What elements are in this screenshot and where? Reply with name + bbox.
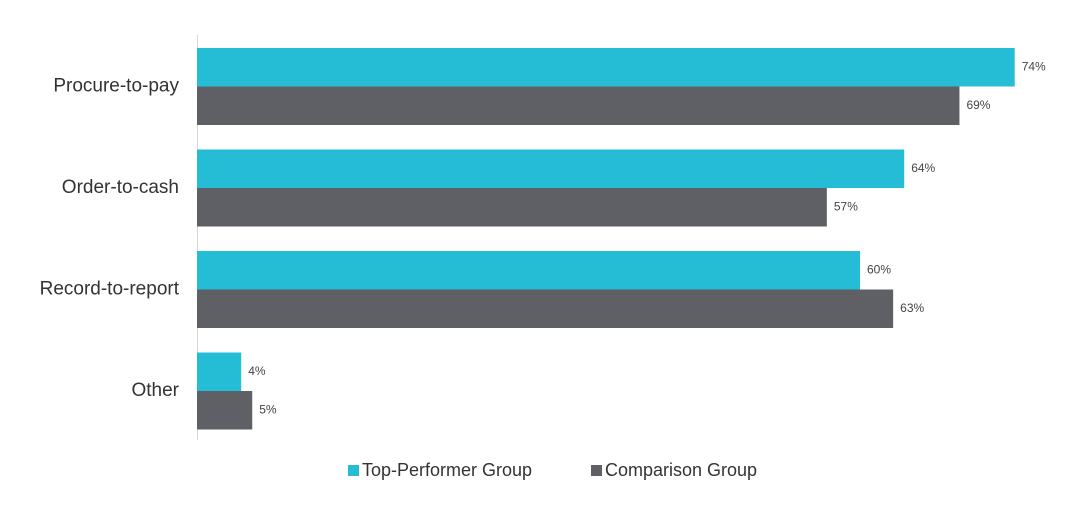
legend-swatch	[348, 465, 359, 476]
category-label: Procure-to-pay	[53, 76, 179, 97]
value-label: 57%	[834, 199, 858, 213]
bar	[197, 48, 1015, 87]
bar	[197, 86, 960, 125]
legend-label: Top-Performer Group	[362, 460, 532, 480]
bar	[197, 391, 253, 430]
value-label: 69%	[966, 98, 990, 112]
value-label: 60%	[867, 262, 891, 276]
bar	[197, 251, 860, 290]
category-label: Other	[131, 380, 179, 401]
bar	[197, 188, 827, 227]
value-label: 4%	[248, 364, 266, 378]
category-label: Record-to-report	[40, 279, 180, 300]
bar	[197, 149, 905, 188]
value-label: 5%	[259, 402, 277, 416]
bar	[197, 289, 894, 328]
legend-label: Comparison Group	[605, 460, 757, 480]
value-label: 74%	[1022, 59, 1046, 73]
bar	[197, 352, 242, 391]
value-label: 64%	[911, 161, 935, 175]
value-label: 63%	[900, 301, 924, 315]
category-label: Order-to-cash	[62, 177, 179, 198]
legend-swatch	[591, 465, 602, 476]
